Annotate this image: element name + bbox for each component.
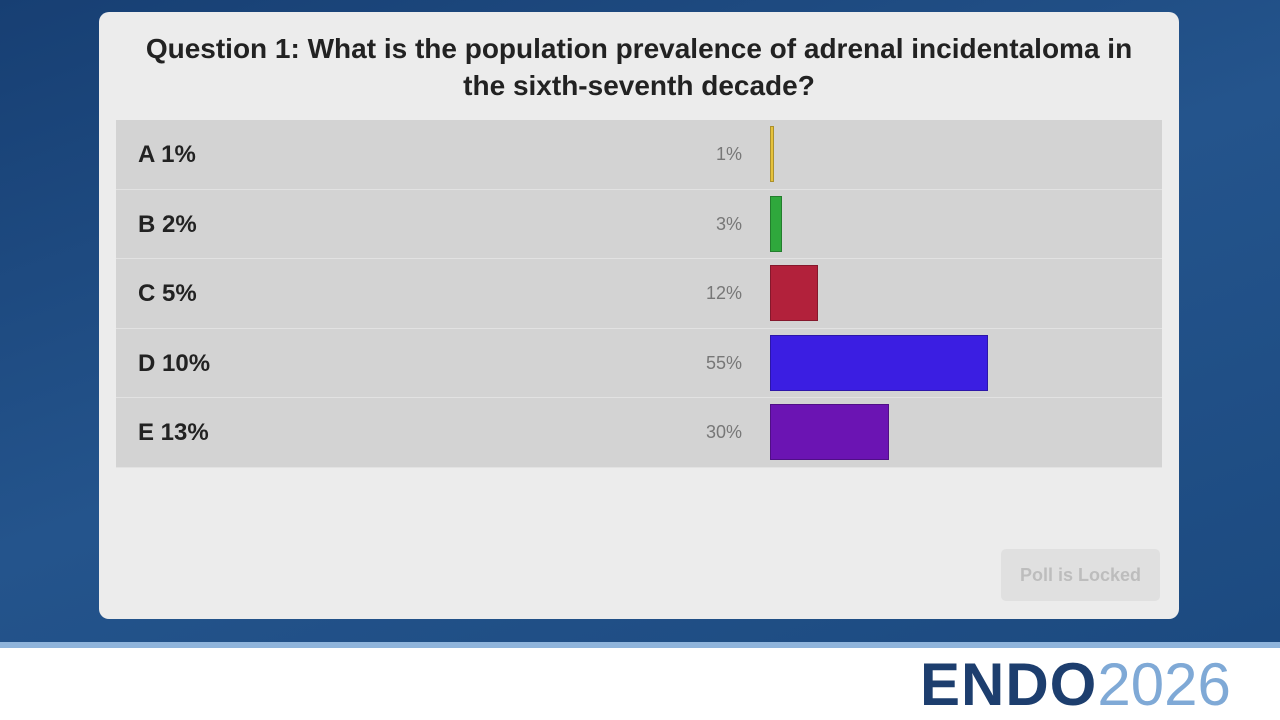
footer-band <box>0 642 1280 720</box>
poll-option: D 10% 55% <box>116 328 1162 398</box>
value-label: 55% <box>705 352 742 373</box>
poll-option: C 5% 12% <box>116 259 1162 329</box>
bar <box>770 404 889 460</box>
option-label: D 10% <box>138 349 211 377</box>
poll-option: A 1% 1% <box>116 120 1162 190</box>
poll-card: Question 1: What is the population preva… <box>99 12 1179 619</box>
logo-year: 2026 <box>1097 651 1231 718</box>
option-label: A 1% <box>138 141 196 168</box>
poll-option: B 2% 3% <box>116 189 1162 259</box>
poll-locked-button: Poll is Locked <box>1001 549 1160 601</box>
logo: ENDO2026 <box>920 650 1231 720</box>
option-label: E 13% <box>138 419 209 446</box>
poll-option: E 13% 30% <box>116 398 1162 468</box>
bar <box>770 265 818 321</box>
poll-results: A 1% 1% B 2% 3% C 5% 12% D 10% 55% E 13% 30% <box>116 120 1162 468</box>
bar <box>770 126 774 182</box>
logo-text: ENDO <box>920 651 1098 718</box>
bar <box>770 334 988 391</box>
bar <box>770 195 782 252</box>
value-label: 30% <box>705 422 742 442</box>
value-label: 12% <box>705 283 742 303</box>
value-label: 1% <box>715 144 742 164</box>
option-label: C 5% <box>138 280 197 307</box>
value-label: 3% <box>715 213 742 234</box>
poll-question: Question 1: What is the population preva… <box>145 33 1133 101</box>
option-label: B 2% <box>138 210 197 238</box>
